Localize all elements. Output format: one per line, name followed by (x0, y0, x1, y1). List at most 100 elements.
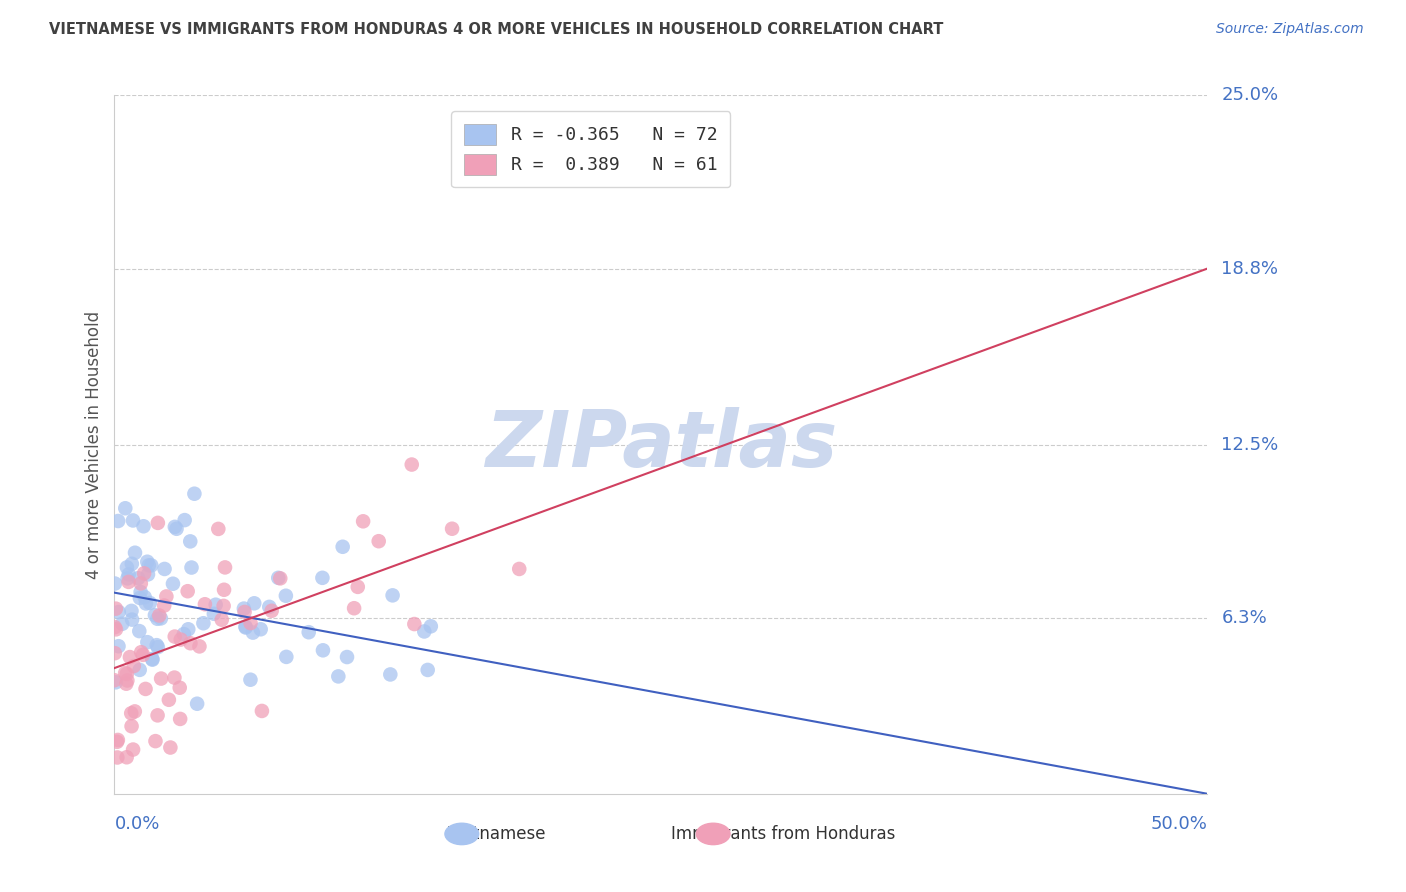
Point (118, 650, 141, 665)
Point (117, 574, 139, 589)
Point (260, 604, 283, 618)
Point (129, 576, 152, 591)
Point (117, 673, 139, 688)
Point (419, 619, 441, 633)
Point (188, 640, 211, 654)
Point (298, 625, 321, 640)
Point (170, 632, 193, 647)
Point (121, 719, 143, 733)
Point (135, 681, 157, 696)
Y-axis label: 4 or more Vehicles in Household: 4 or more Vehicles in Household (86, 310, 103, 579)
Point (343, 601, 366, 615)
Point (107, 733, 129, 747)
Point (157, 693, 180, 707)
Point (135, 597, 157, 611)
Point (143, 608, 166, 623)
Point (169, 712, 191, 726)
Point (173, 513, 195, 527)
Point (132, 566, 155, 581)
Point (239, 616, 262, 631)
Point (233, 605, 256, 619)
Point (134, 590, 156, 604)
Point (150, 672, 173, 686)
Point (122, 742, 145, 756)
Point (124, 705, 146, 719)
Text: ZIPatlas: ZIPatlas (485, 407, 837, 483)
Point (381, 588, 404, 602)
Point (129, 585, 152, 599)
Point (239, 673, 262, 687)
Text: VIETNAMESE VS IMMIGRANTS FROM HONDURAS 4 OR MORE VEHICLES IN HOUSEHOLD CORRELATI: VIETNAMESE VS IMMIGRANTS FROM HONDURAS 4… (49, 22, 943, 37)
Point (204, 598, 226, 612)
Text: Vietnamese: Vietnamese (447, 825, 546, 843)
Point (193, 616, 215, 631)
Point (177, 622, 200, 636)
Point (163, 671, 186, 685)
Point (141, 653, 163, 667)
Text: 50.0%: 50.0% (1150, 814, 1208, 833)
Point (115, 560, 138, 574)
Point (127, 571, 149, 585)
Text: Source: ZipAtlas.com: Source: ZipAtlas.com (1216, 22, 1364, 37)
Point (211, 613, 233, 627)
Point (136, 567, 159, 582)
Point (367, 534, 389, 549)
Point (352, 514, 374, 528)
Point (105, 750, 128, 764)
Point (136, 555, 159, 569)
Point (346, 580, 368, 594)
Point (107, 605, 129, 619)
Point (267, 571, 290, 585)
Point (235, 620, 257, 634)
Point (121, 557, 143, 571)
Point (274, 589, 297, 603)
Point (104, 623, 127, 637)
Point (118, 567, 141, 582)
Point (249, 622, 271, 636)
Text: 12.5%: 12.5% (1222, 435, 1278, 453)
Point (212, 582, 235, 597)
Point (186, 697, 208, 711)
Point (179, 534, 201, 549)
Point (128, 663, 150, 677)
Text: Immigrants from Honduras: Immigrants from Honduras (671, 825, 896, 843)
Point (141, 652, 163, 666)
Point (146, 708, 169, 723)
Point (508, 562, 530, 576)
Point (138, 558, 160, 573)
Point (115, 676, 138, 690)
Point (380, 667, 402, 681)
Point (148, 608, 170, 623)
Point (276, 649, 298, 664)
Point (104, 646, 127, 660)
Point (169, 681, 191, 695)
Point (332, 540, 354, 554)
Point (146, 640, 169, 654)
Point (114, 501, 136, 516)
Point (128, 591, 150, 605)
Point (163, 630, 186, 644)
Point (111, 616, 134, 631)
Point (145, 734, 167, 748)
Point (104, 675, 127, 690)
Point (173, 627, 195, 641)
Point (121, 613, 143, 627)
Point (103, 673, 125, 688)
Point (132, 648, 155, 662)
Text: 18.8%: 18.8% (1222, 260, 1278, 277)
Point (166, 522, 188, 536)
Point (107, 639, 129, 653)
Point (141, 558, 163, 573)
Point (259, 599, 281, 614)
Point (180, 560, 202, 574)
Point (243, 596, 266, 610)
Text: 25.0%: 25.0% (1222, 87, 1278, 104)
Point (183, 486, 205, 500)
Point (163, 520, 186, 534)
Point (114, 665, 136, 680)
Point (401, 458, 423, 472)
Point (214, 560, 236, 574)
Point (153, 599, 176, 613)
Point (242, 625, 264, 640)
Point (104, 576, 127, 591)
